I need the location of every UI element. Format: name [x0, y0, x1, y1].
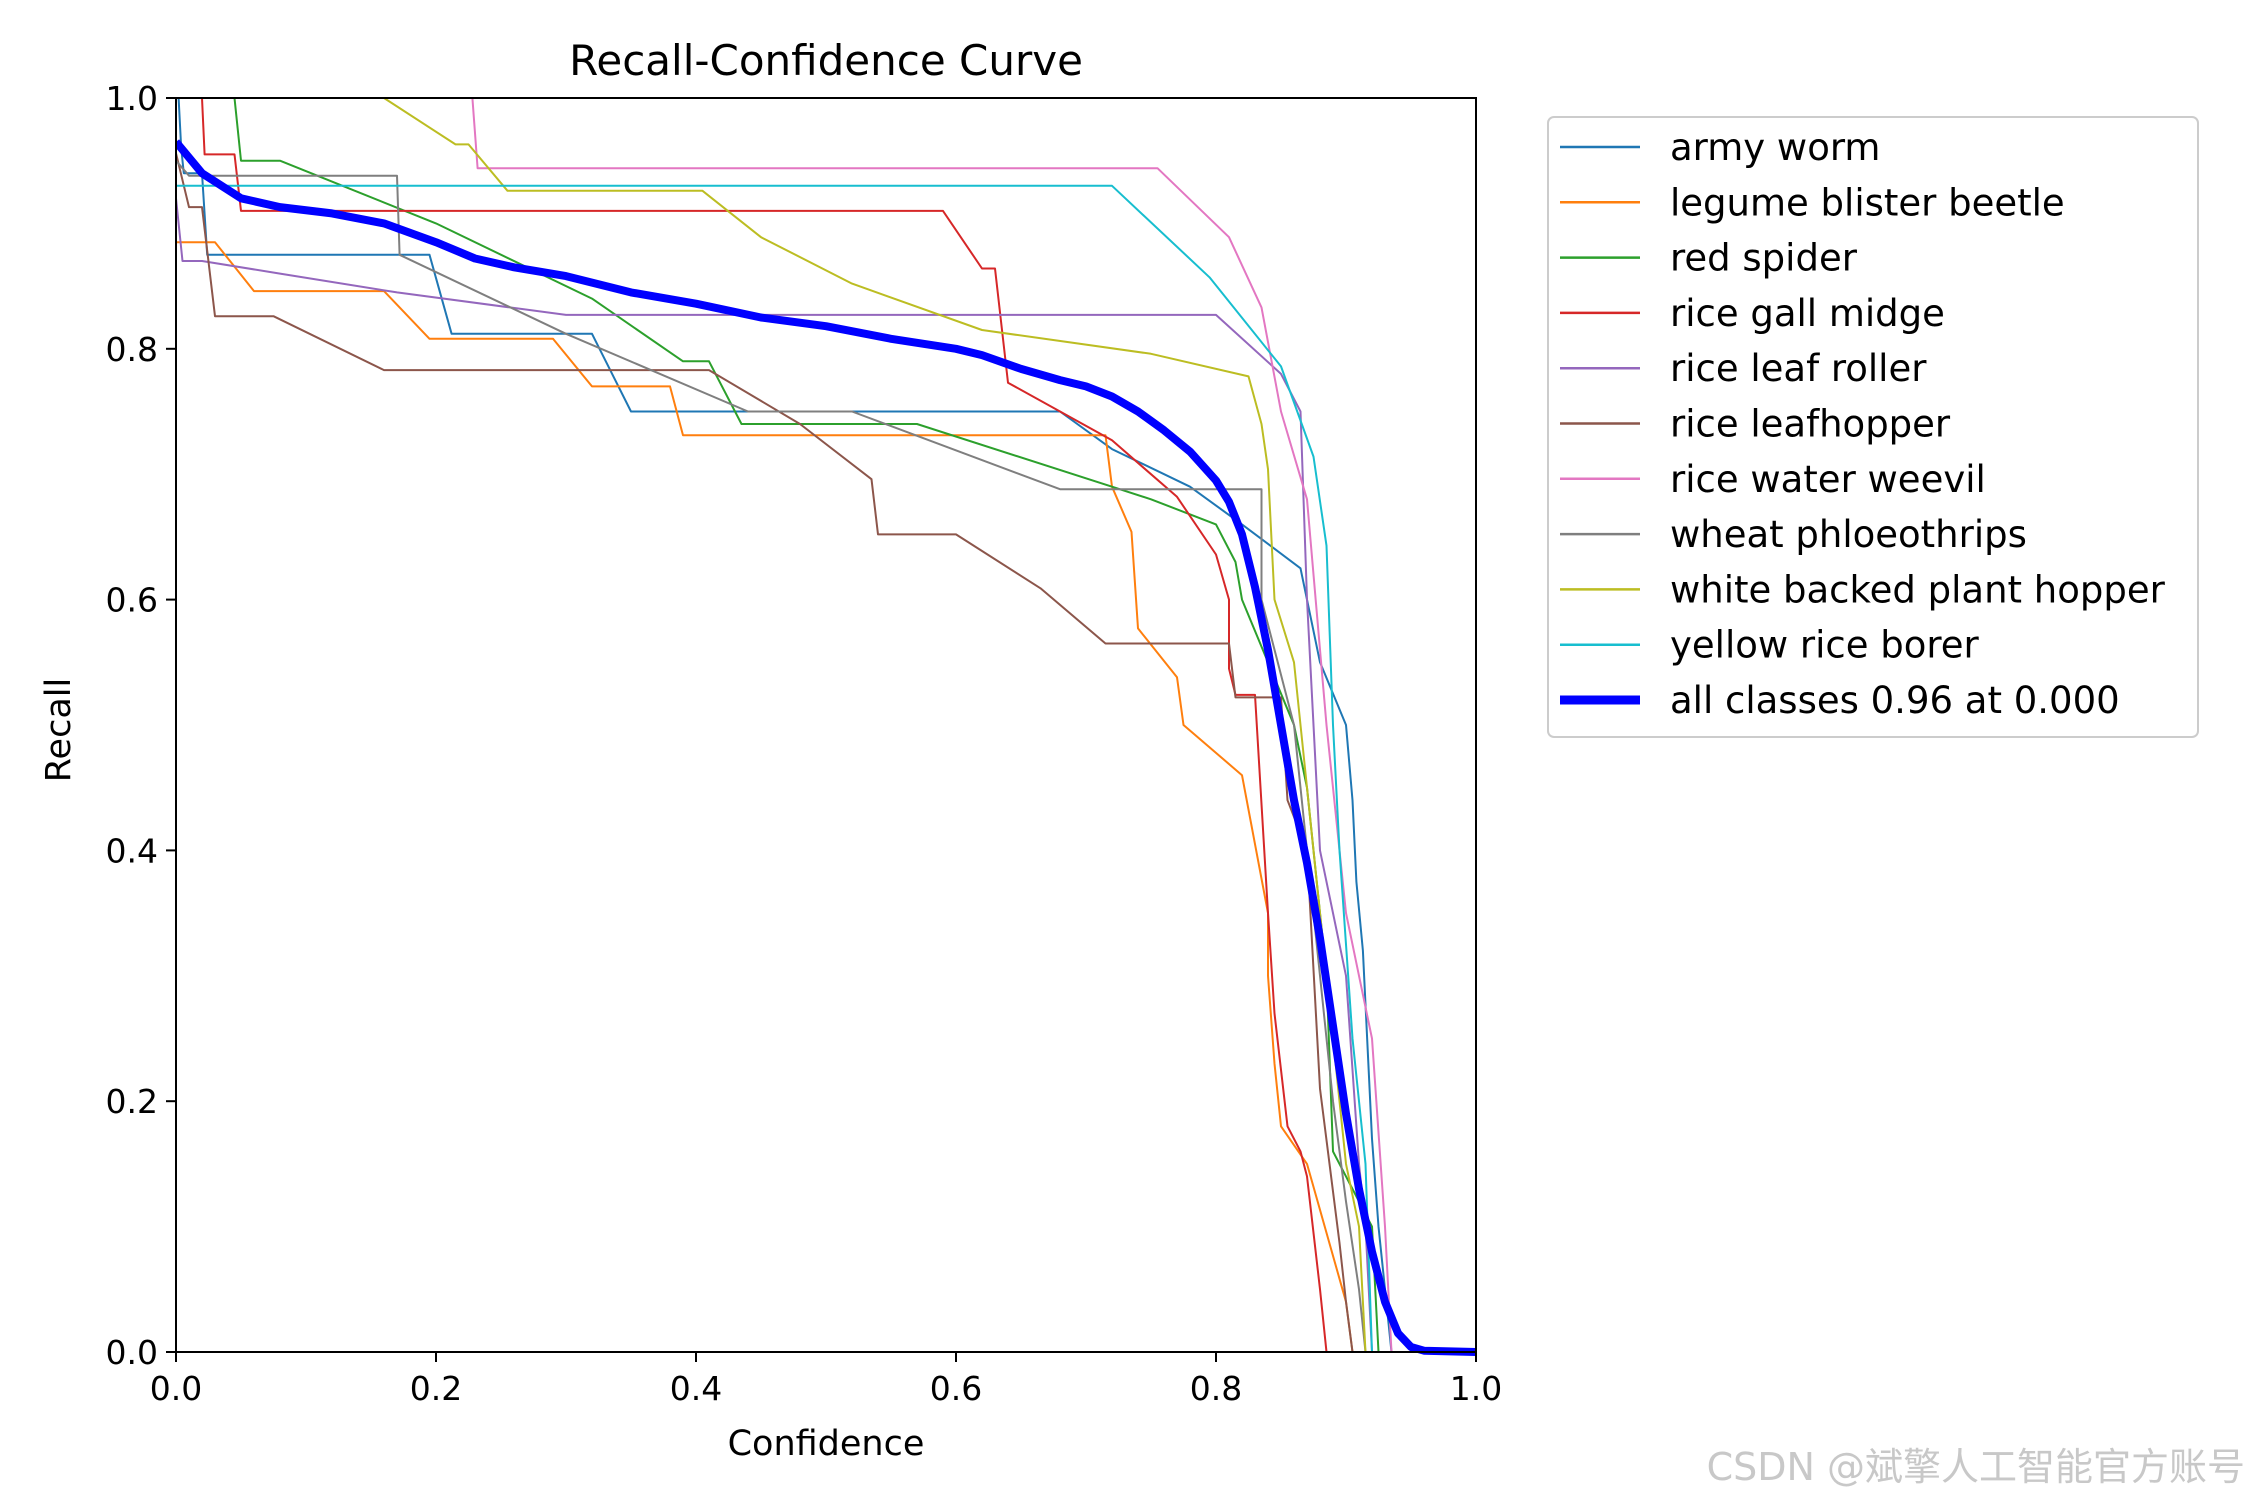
- chart-title: Recall-Confidence Curve: [569, 36, 1083, 85]
- series-line-1: [176, 241, 1354, 1353]
- legend-label: rice leaf roller: [1670, 347, 1927, 390]
- series-line-6: [471, 97, 1393, 1353]
- x-tick-label: 0.8: [1190, 1369, 1242, 1408]
- y-axis-ticks: 0.0 0.2 0.4 0.6 0.8 1.0: [106, 79, 176, 1372]
- series-line-5: [176, 152, 1354, 1353]
- legend-label: white backed plant hopper: [1670, 568, 2166, 611]
- legend-label: yellow rice borer: [1670, 624, 1980, 667]
- x-axis-label: Confidence: [728, 1424, 925, 1464]
- legend-label: legume blister beetle: [1670, 181, 2065, 224]
- series-line-9: [176, 184, 1373, 1353]
- series-line-7: [176, 160, 1367, 1353]
- legend-label: rice leafhopper: [1670, 403, 1951, 446]
- x-tick-label: 0.0: [150, 1369, 202, 1408]
- x-axis-ticks: 0.0 0.2 0.4 0.6 0.8 1.0: [150, 1352, 1502, 1408]
- x-tick-label: 1.0: [1450, 1369, 1502, 1408]
- legend-label: all classes 0.96 at 0.000: [1670, 679, 2120, 722]
- plot-lines: [176, 97, 1477, 1356]
- legend-label: rice water weevil: [1670, 458, 1986, 501]
- series-line-8: [383, 97, 1367, 1353]
- legend-box: [1547, 116, 2199, 738]
- y-tick-label: 0.0: [106, 1333, 158, 1372]
- series-line-4: [176, 198, 1373, 1353]
- legend-label: red spider: [1670, 237, 1858, 280]
- legend-label: wheat phloeothrips: [1670, 513, 2027, 556]
- y-tick-label: 0.8: [106, 330, 158, 369]
- y-tick-label: 0.4: [106, 831, 158, 870]
- y-axis-label: Recall: [39, 678, 79, 782]
- legend-label: army worm: [1670, 126, 1880, 169]
- watermark-text: CSDN @斌擎人工智能官方账号: [1707, 1445, 2245, 1489]
- y-tick-label: 0.2: [106, 1082, 158, 1121]
- y-tick-label: 1.0: [106, 79, 158, 118]
- series-line-3: [201, 97, 1328, 1353]
- series-line-10: [176, 139, 1477, 1356]
- x-tick-label: 0.4: [670, 1369, 722, 1408]
- legend: army worm legume blister beetle red spider…: [1547, 116, 2199, 738]
- x-tick-label: 0.6: [930, 1369, 982, 1408]
- y-tick-label: 0.6: [106, 581, 158, 620]
- plot-frame: [175, 97, 1477, 1353]
- x-tick-label: 0.2: [410, 1369, 462, 1408]
- legend-label: rice gall midge: [1670, 292, 1945, 335]
- series-line-2: [233, 97, 1380, 1353]
